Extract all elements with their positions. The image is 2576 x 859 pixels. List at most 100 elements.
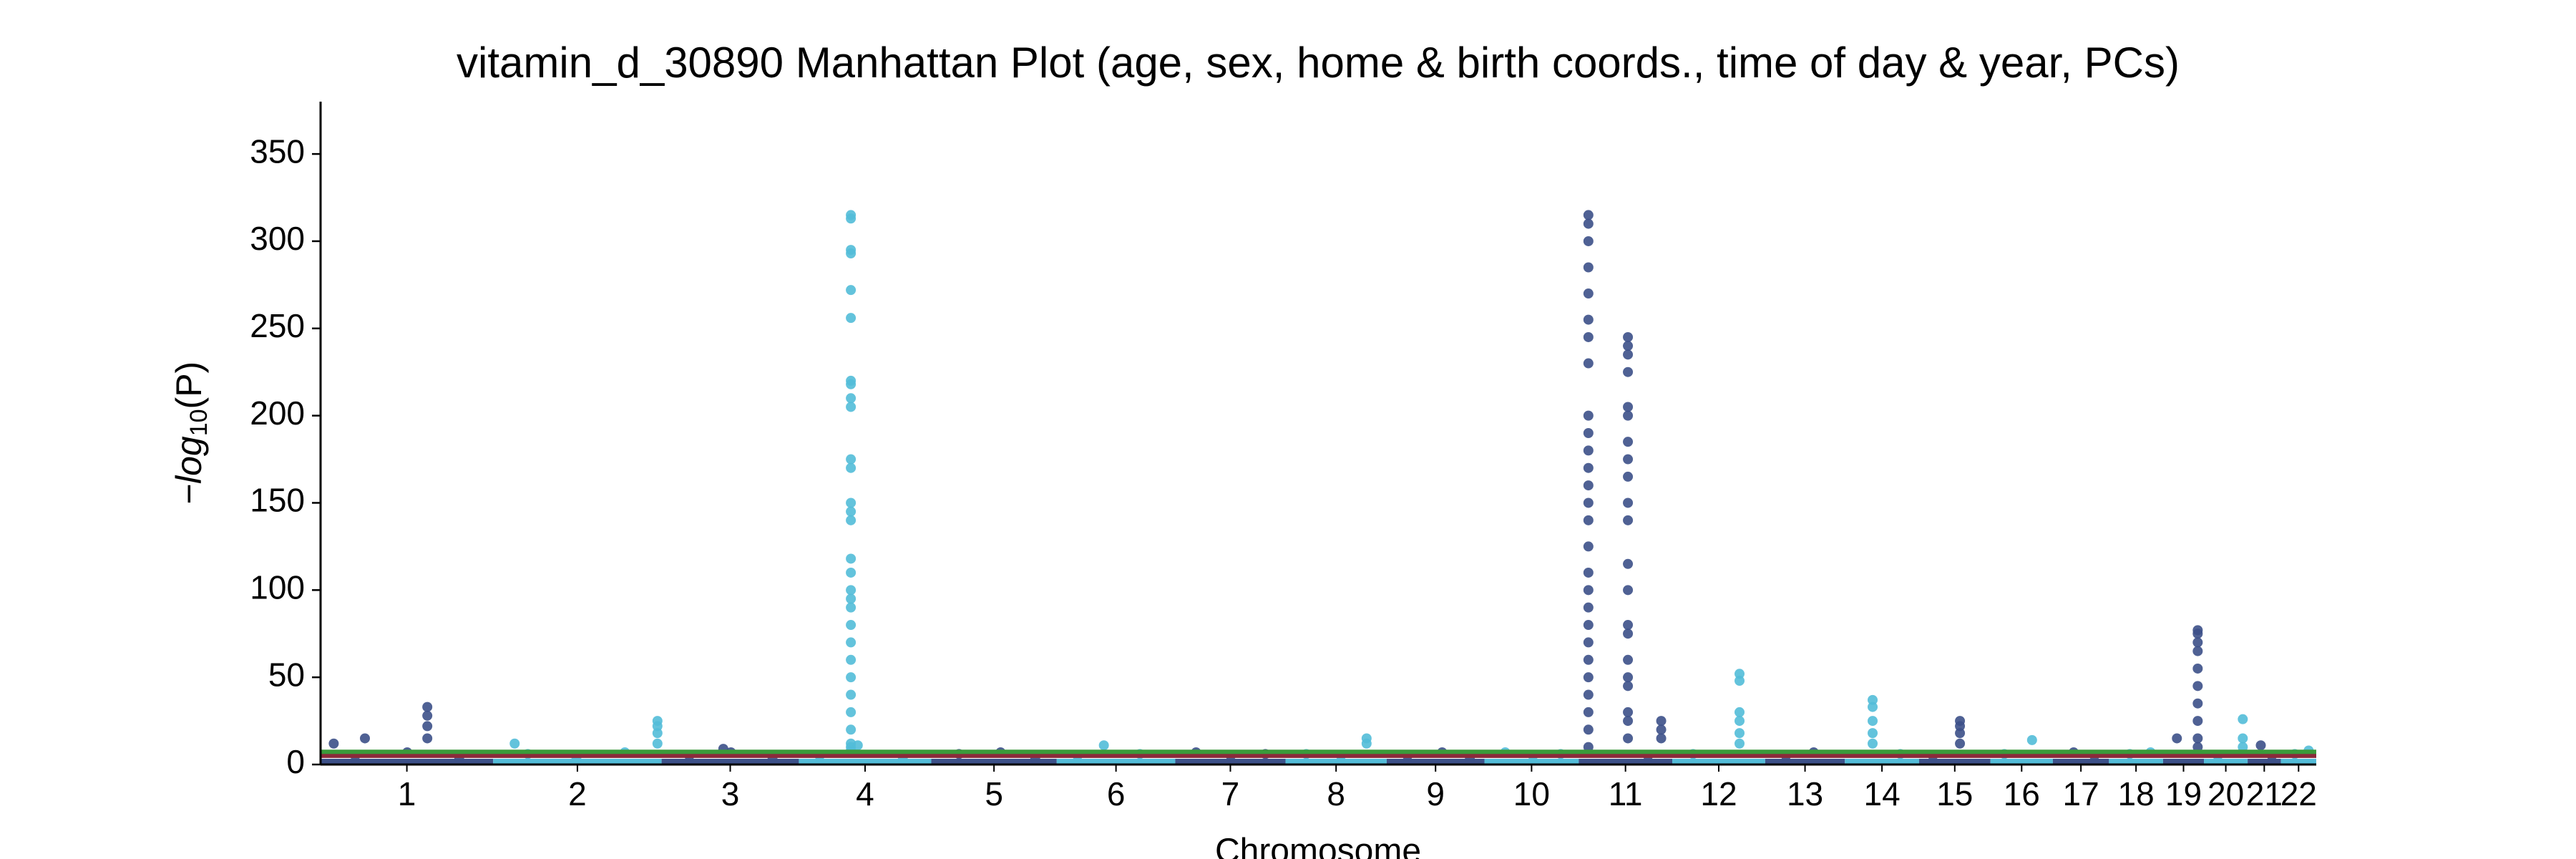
snp-point [1623,585,1634,596]
x-tick-label: 5 [985,775,1003,812]
snp-point [846,707,857,717]
chromosome-band [2162,759,2205,765]
snp-point [846,393,857,404]
chromosome-band [1285,759,1387,765]
snp-point [1623,349,1634,360]
snp-point [1955,721,1966,732]
x-tick-label: 17 [2063,775,2099,812]
chart-title: vitamin_d_30890 Manhattan Plot (age, sex… [457,39,2180,87]
snp-point [422,721,433,732]
snp-point [1583,742,1594,752]
y-axis-label: −log10(P) [169,361,213,505]
snp-point [846,454,857,465]
snp-point [1583,428,1594,438]
snp-point [846,654,857,665]
snp-point [1583,689,1594,700]
x-tick-label: 16 [2004,775,2040,812]
snp-point [1583,602,1594,613]
x-axis-label: Chromosome [1215,833,1421,859]
snp-point [2238,714,2248,724]
snp-point [1955,738,1966,749]
y-label-base: −log [169,436,209,505]
snp-point [846,515,857,525]
snp-point [422,702,433,712]
y-tick-label: 200 [250,394,305,432]
snp-point [422,733,433,744]
chromosome-band [1918,759,1991,765]
y-tick-label: 100 [250,568,305,606]
snp-point [1735,676,1745,686]
snp-point [846,462,857,473]
x-tick-label: 21 [2246,775,2283,812]
snp-point [1623,707,1634,717]
chromosome-band [2052,759,2109,765]
snp-point [1583,637,1594,648]
snp-point [846,248,857,259]
y-tick-label: 250 [250,307,305,344]
snp-point [2192,646,2203,656]
chromosome-band [931,759,1057,765]
snp-point [1623,471,1634,482]
snp-point [1623,498,1634,508]
snp-point [1735,716,1745,727]
snp-point [1735,707,1745,717]
snp-point [1583,654,1594,665]
snp-point [1623,454,1634,465]
snp-point [1623,331,1634,342]
snp-point [1623,515,1634,525]
snp-point [1583,620,1594,631]
snp-point [1868,716,1878,727]
snp-point [1583,262,1594,273]
snp-point [509,738,520,749]
snp-point [1623,733,1634,744]
x-tick-label: 10 [1513,775,1550,812]
chromosome-band [1175,759,1286,765]
snp-point [2026,734,2037,745]
y-tick-label: 50 [268,656,305,693]
snp-point [1656,724,1667,735]
snp-point [1868,728,1878,739]
snp-point [1583,314,1594,325]
snp-point [652,728,663,739]
y-tick-label: 300 [250,220,305,257]
chromosome-band [1990,759,2053,765]
snp-point [1583,218,1594,229]
snp-point [1623,620,1634,631]
snp-point [1955,728,1966,739]
snp-point [1361,738,1372,749]
y-tick-label: 350 [250,132,305,170]
snp-point [1623,558,1634,569]
chromosome-band [1765,759,1845,765]
snp-point [2238,742,2248,752]
snp-point [1583,331,1594,342]
chromosome-band [2204,759,2248,765]
snp-point [852,740,863,751]
snp-point [2192,681,2203,691]
snp-point [1583,724,1594,735]
snp-point [1623,437,1634,447]
chromosome-band [799,759,932,765]
snp-point [1623,402,1634,412]
snp-point [1623,341,1634,351]
x-tick-label: 20 [2207,775,2244,812]
snp-point [1583,585,1594,596]
snp-point [2192,698,2203,709]
snp-point [1623,672,1634,683]
chromosome-band [1845,759,1919,765]
snp-point [846,213,857,224]
x-tick-label: 3 [721,775,740,812]
x-tick-label: 22 [2280,775,2317,812]
snp-point [846,724,857,735]
snp-point [846,689,857,700]
snp-point [1583,567,1594,578]
snp-point [2192,742,2203,752]
chromosome-band [1579,759,1673,765]
chromosome-band [1386,759,1485,765]
snp-point [846,602,857,613]
snp-point [652,721,663,732]
snp-point [1868,694,1878,705]
snp-point [2192,716,2203,727]
